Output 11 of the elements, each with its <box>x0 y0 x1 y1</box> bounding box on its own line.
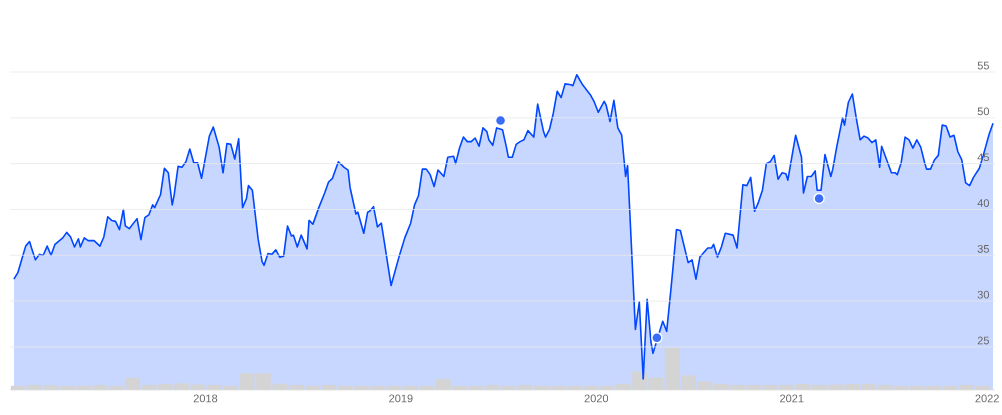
y-tick-label: 40 <box>977 199 990 207</box>
y-tick-label: 30 <box>977 290 990 299</box>
x-tick-label: 2022 <box>975 394 999 403</box>
y-tick-label: 50 <box>977 107 990 116</box>
y-tick-label: 55 <box>977 61 989 70</box>
x-tick-label: 2019 <box>389 394 413 403</box>
x-tick-label: 2020 <box>584 394 609 403</box>
y-tick-label: 35 <box>977 244 989 253</box>
y-tick-label: 25 <box>977 336 989 345</box>
x-tick-label: 2018 <box>193 394 218 403</box>
x-tick-label: 2021 <box>780 394 804 403</box>
